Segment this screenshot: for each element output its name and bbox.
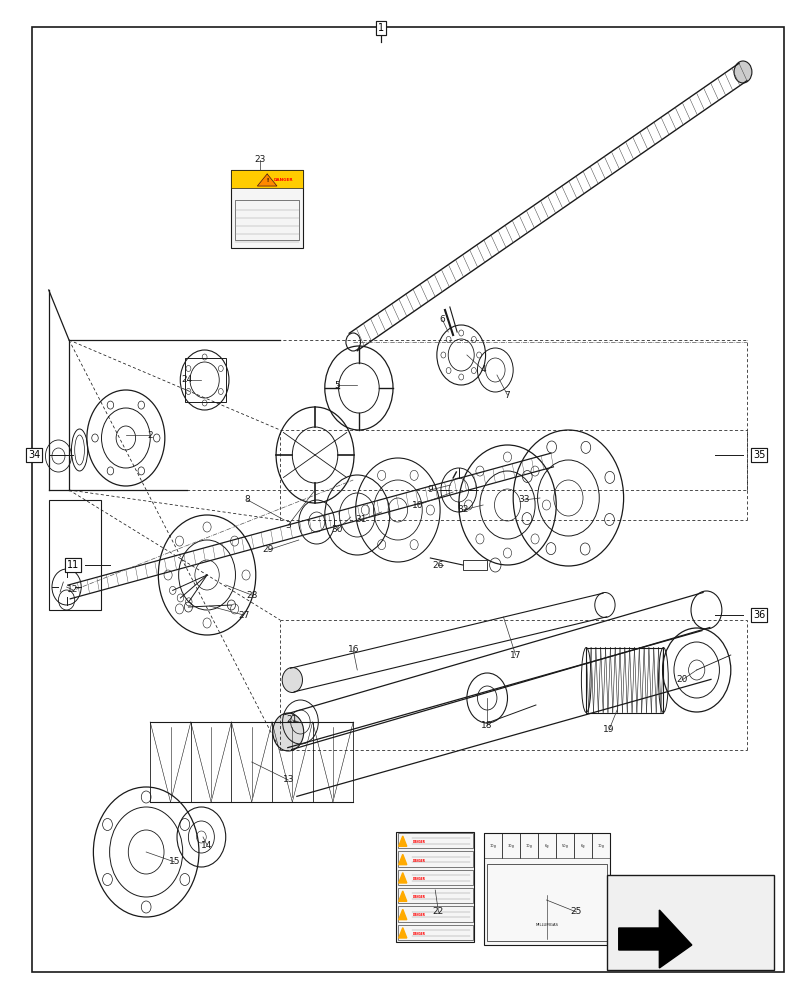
Text: 10g: 10g xyxy=(489,844,496,848)
Text: 10g: 10g xyxy=(597,844,603,848)
Text: 29: 29 xyxy=(262,546,273,554)
Ellipse shape xyxy=(733,61,751,83)
Text: 22: 22 xyxy=(432,908,444,916)
Polygon shape xyxy=(398,836,406,846)
Text: 11: 11 xyxy=(67,560,79,570)
Bar xyxy=(519,833,537,858)
Text: 8: 8 xyxy=(244,495,251,504)
Bar xyxy=(586,648,663,712)
Text: DANGER: DANGER xyxy=(412,932,425,936)
Bar xyxy=(397,906,472,922)
Text: 7: 7 xyxy=(504,390,510,399)
Text: 14: 14 xyxy=(201,840,212,850)
Text: 35: 35 xyxy=(752,450,765,460)
Text: 6: 6 xyxy=(439,316,445,324)
Bar xyxy=(397,851,472,867)
Text: 35: 35 xyxy=(752,450,765,460)
Ellipse shape xyxy=(281,668,302,692)
Text: 11: 11 xyxy=(67,560,79,570)
Bar xyxy=(483,833,501,858)
Polygon shape xyxy=(398,928,406,938)
Text: DANGER: DANGER xyxy=(412,877,425,881)
Bar xyxy=(556,833,573,858)
Bar xyxy=(397,925,472,940)
Bar xyxy=(483,833,609,945)
Text: 6g: 6g xyxy=(580,844,585,848)
Text: MILLUMGAS: MILLUMGAS xyxy=(534,923,558,927)
Text: 34: 34 xyxy=(28,450,41,460)
Text: 30g: 30g xyxy=(507,844,513,848)
Text: 26: 26 xyxy=(432,560,444,570)
Text: !: ! xyxy=(266,178,268,182)
Bar xyxy=(501,833,519,858)
Text: 24: 24 xyxy=(181,375,192,384)
Text: 36: 36 xyxy=(752,610,765,620)
Bar xyxy=(487,864,606,941)
Bar xyxy=(49,500,101,610)
Polygon shape xyxy=(618,910,691,968)
Bar xyxy=(235,200,298,240)
Text: 12: 12 xyxy=(67,585,79,594)
Bar xyxy=(397,888,472,903)
Text: 17: 17 xyxy=(509,650,521,660)
Bar xyxy=(462,560,487,570)
Bar xyxy=(185,358,225,402)
Text: 28: 28 xyxy=(246,590,257,599)
Polygon shape xyxy=(257,174,277,186)
Polygon shape xyxy=(398,891,406,901)
Text: 18: 18 xyxy=(481,720,492,730)
Text: 3: 3 xyxy=(285,520,291,530)
Text: 6g: 6g xyxy=(544,844,548,848)
Bar xyxy=(396,832,474,942)
Text: 50g: 50g xyxy=(560,844,568,848)
Text: 30: 30 xyxy=(331,526,342,534)
Bar xyxy=(537,833,556,858)
Text: 2: 2 xyxy=(148,430,152,440)
Text: 21: 21 xyxy=(286,716,298,724)
Text: 1: 1 xyxy=(377,23,384,33)
Text: 15: 15 xyxy=(169,857,180,866)
Text: 31: 31 xyxy=(355,516,367,524)
Text: 4: 4 xyxy=(480,365,485,374)
Bar xyxy=(231,170,303,248)
Text: 19: 19 xyxy=(603,726,614,734)
Bar xyxy=(397,870,472,885)
Text: DANGER: DANGER xyxy=(412,840,425,844)
Polygon shape xyxy=(398,854,406,865)
Text: DANGER: DANGER xyxy=(412,895,425,899)
Polygon shape xyxy=(398,909,406,920)
Ellipse shape xyxy=(272,713,303,751)
Bar xyxy=(607,875,773,970)
Text: 25: 25 xyxy=(570,908,581,916)
Text: DANGER: DANGER xyxy=(412,858,425,862)
Text: 16: 16 xyxy=(347,646,358,654)
Text: 33: 33 xyxy=(517,495,529,504)
Bar xyxy=(397,833,472,848)
Text: 34: 34 xyxy=(28,450,41,460)
Text: 36: 36 xyxy=(752,610,765,620)
Text: 20: 20 xyxy=(676,676,687,684)
Text: 9: 9 xyxy=(427,486,433,494)
Bar xyxy=(591,833,609,858)
Text: 1: 1 xyxy=(377,23,384,33)
Text: 10g: 10g xyxy=(525,844,532,848)
Text: 5: 5 xyxy=(333,380,340,389)
Text: 32: 32 xyxy=(457,506,468,514)
Bar xyxy=(573,833,591,858)
Text: DANGER: DANGER xyxy=(273,178,293,182)
Text: 10: 10 xyxy=(412,500,423,510)
Bar xyxy=(231,170,303,188)
Polygon shape xyxy=(398,873,406,883)
Text: 13: 13 xyxy=(282,776,294,784)
Text: 27: 27 xyxy=(238,610,249,619)
Text: DANGER: DANGER xyxy=(412,914,425,918)
Text: 23: 23 xyxy=(254,155,265,164)
